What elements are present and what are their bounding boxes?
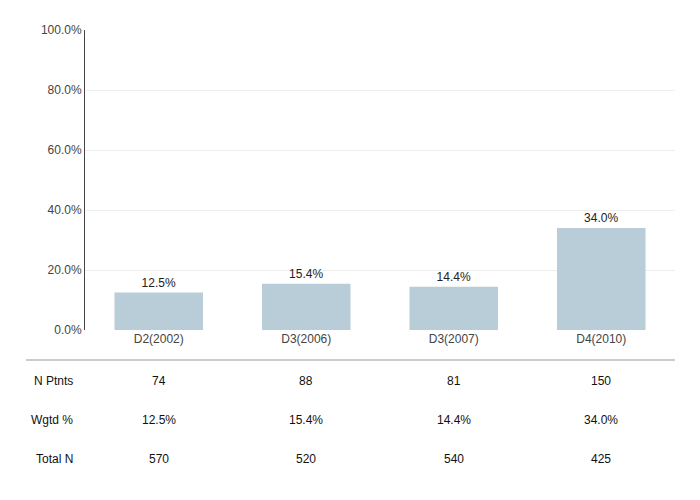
svg-text:12.5%: 12.5% [142,276,176,290]
svg-text:12.5%: 12.5% [142,413,176,427]
svg-text:Wgtd %: Wgtd % [31,413,73,427]
svg-text:0.0%: 0.0% [54,323,82,337]
svg-text:34.0%: 34.0% [584,413,618,427]
svg-text:60.0%: 60.0% [48,143,82,157]
svg-text:540: 540 [444,452,464,466]
svg-text:74: 74 [152,374,166,388]
svg-text:14.4%: 14.4% [437,413,471,427]
svg-text:40.0%: 40.0% [48,203,82,217]
svg-text:81: 81 [447,374,461,388]
svg-text:34.0%: 34.0% [584,211,618,225]
svg-text:14.4%: 14.4% [437,270,471,284]
svg-text:Total N: Total N [36,452,73,466]
svg-text:100.0%: 100.0% [41,23,82,37]
svg-text:80.0%: 80.0% [48,83,82,97]
svg-text:570: 570 [149,452,169,466]
svg-text:150: 150 [591,374,611,388]
svg-text:N Ptnts: N Ptnts [34,374,73,388]
svg-text:D4(2010): D4(2010) [576,332,626,346]
svg-text:D3(2007): D3(2007) [429,332,479,346]
svg-text:D3(2006): D3(2006) [281,332,331,346]
svg-text:15.4%: 15.4% [289,413,323,427]
svg-text:520: 520 [296,452,316,466]
svg-text:425: 425 [591,452,611,466]
svg-text:20.0%: 20.0% [48,263,82,277]
svg-text:88: 88 [299,374,313,388]
svg-text:D2(2002): D2(2002) [134,332,184,346]
svg-text:15.4%: 15.4% [289,267,323,281]
